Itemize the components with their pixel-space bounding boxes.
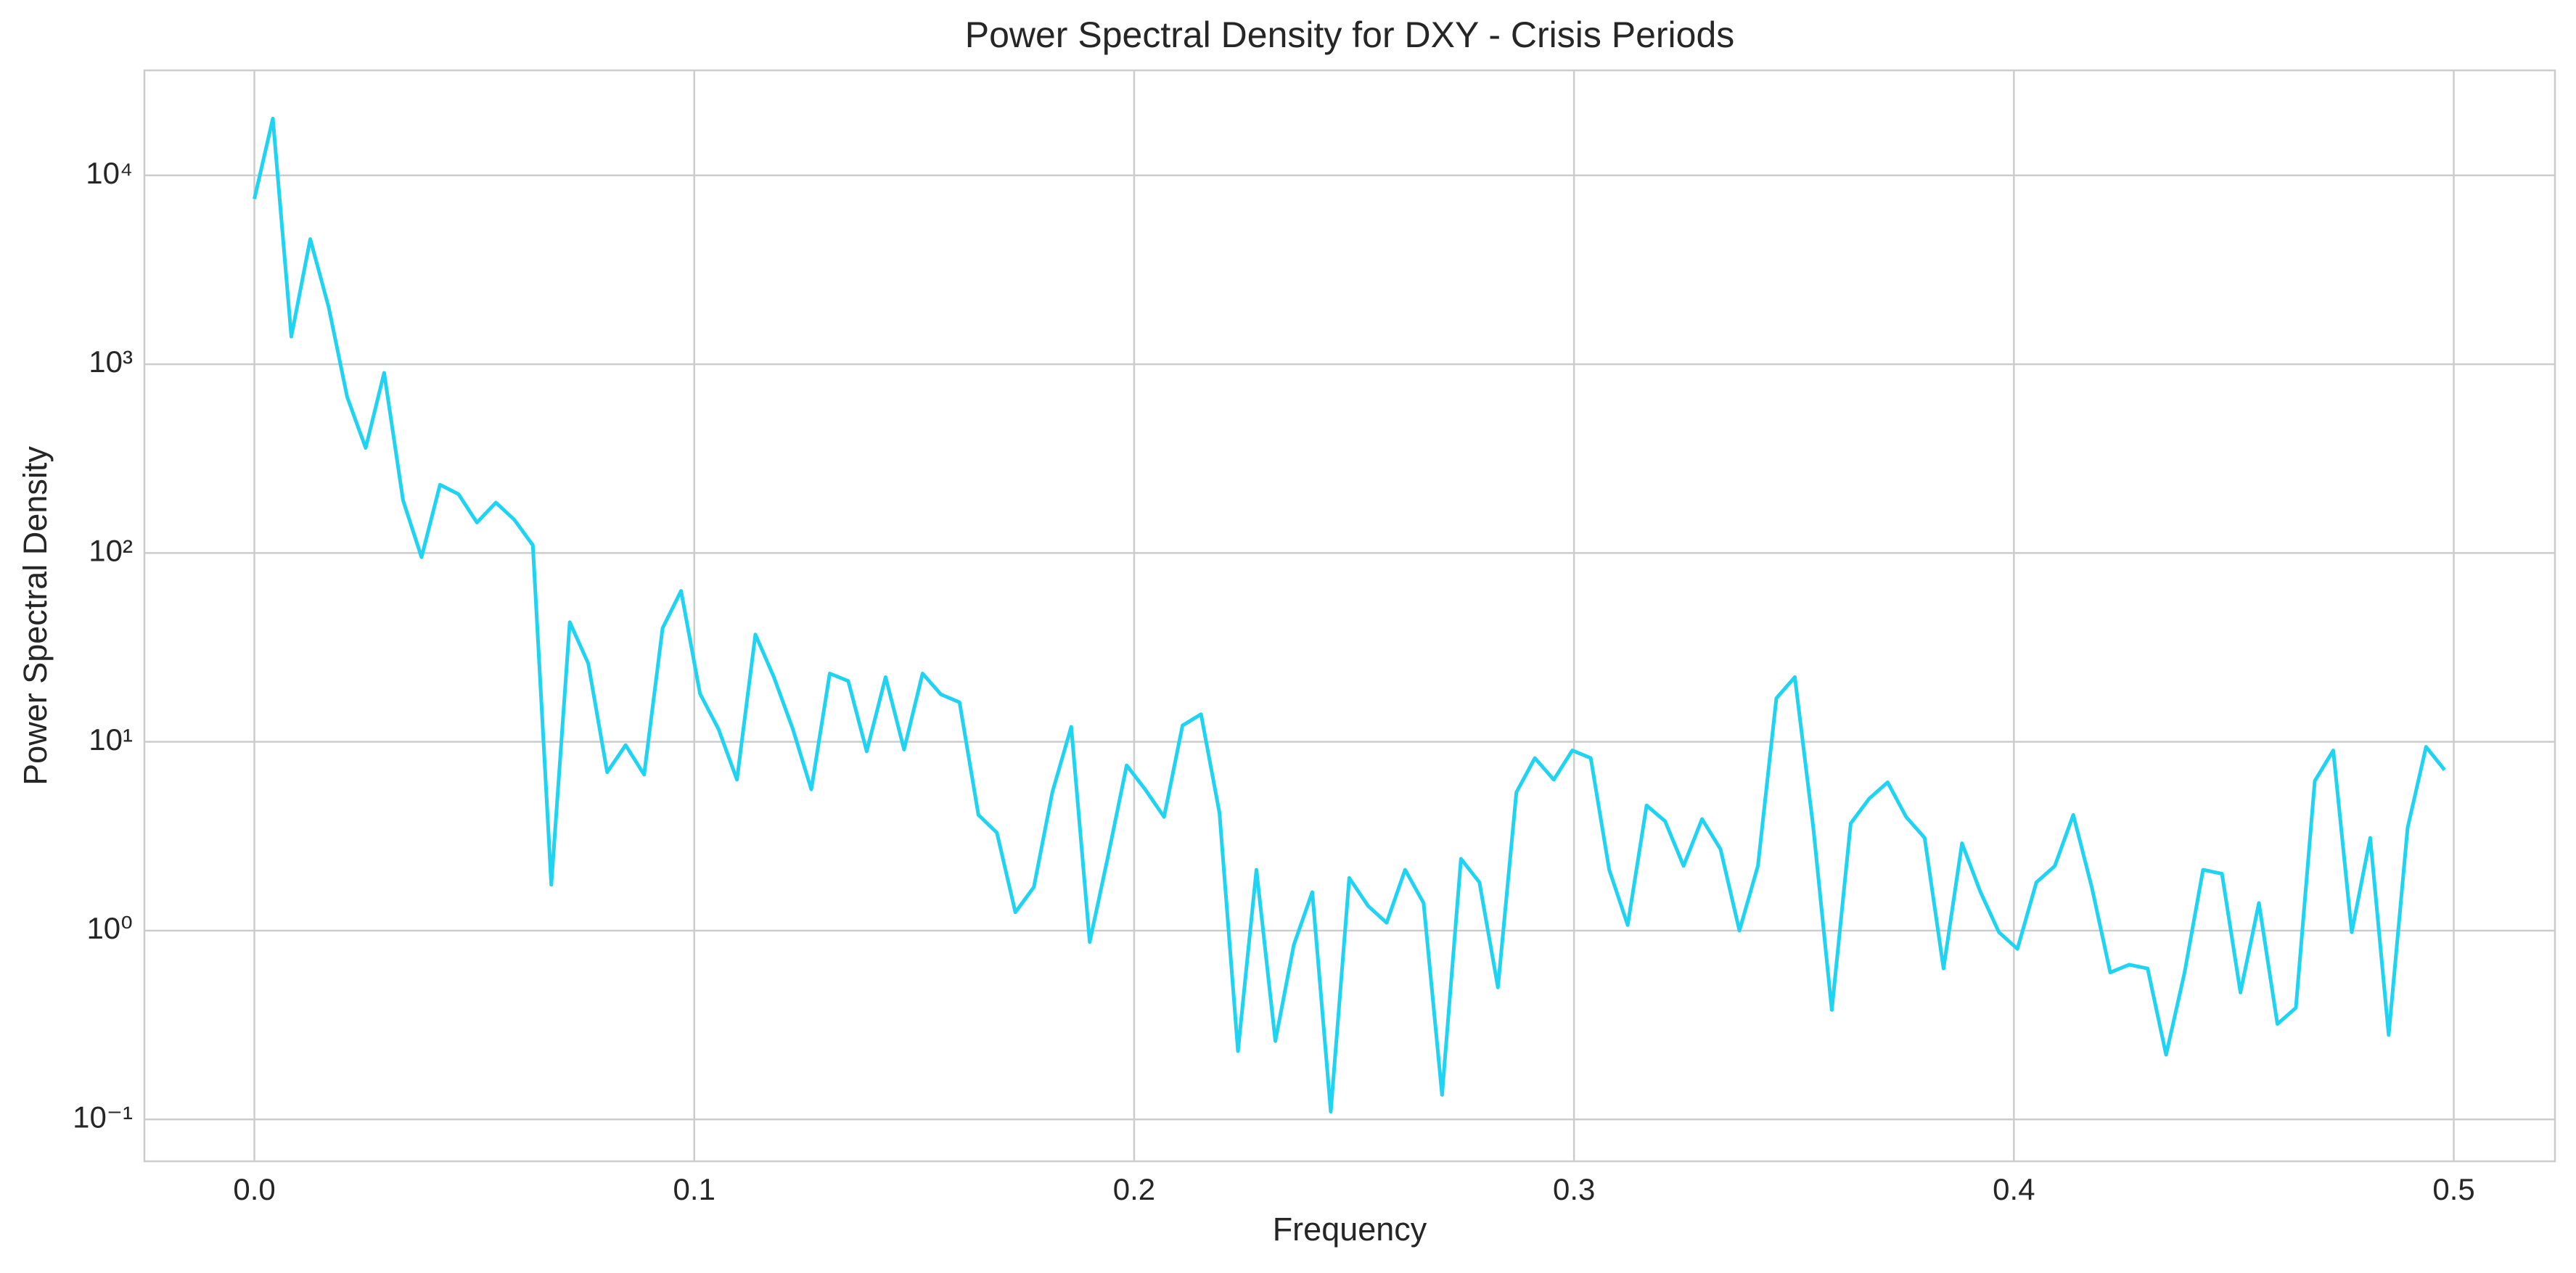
x-tick-label: 0.2 — [1113, 1172, 1155, 1206]
y-tick-label: 10⁰ — [86, 911, 133, 945]
x-tick-label: 0.4 — [1993, 1172, 2035, 1206]
y-tick-label: 10⁻¹ — [73, 1100, 133, 1134]
y-tick-label: 10³ — [89, 345, 133, 379]
x-tick-label: 0.3 — [1553, 1172, 1595, 1206]
x-tick-label: 0.0 — [233, 1172, 275, 1206]
x-tick-label: 0.5 — [2432, 1172, 2474, 1206]
x-tick-label: 0.1 — [673, 1172, 715, 1206]
y-tick-label: 10¹ — [89, 722, 133, 757]
chart-title: Power Spectral Density for DXY - Crisis … — [965, 15, 1735, 55]
y-tick-label: 10⁴ — [86, 156, 133, 190]
plot-frame — [143, 69, 2556, 1163]
psd-line — [253, 116, 2446, 1113]
y-axis-label: Power Spectral Density — [17, 446, 54, 786]
x-axis-label: Frequency — [1273, 1211, 1427, 1248]
y-tick-label: 10² — [89, 533, 133, 567]
